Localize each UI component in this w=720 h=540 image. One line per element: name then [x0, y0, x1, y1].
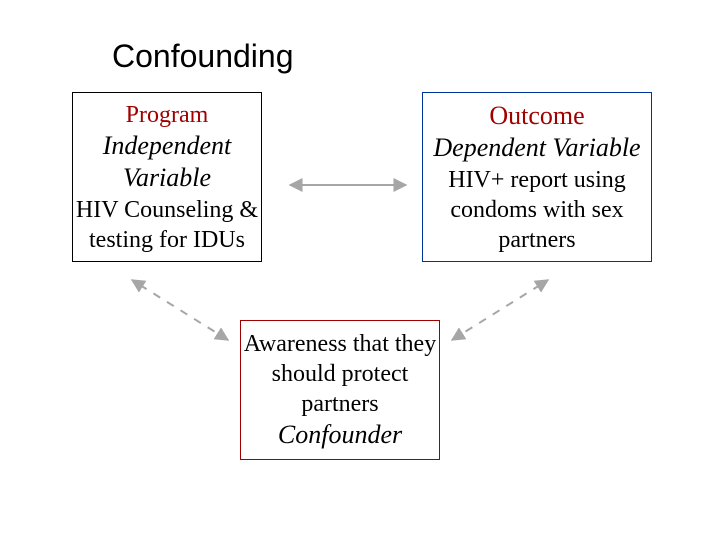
program-box: Program Independent Variable HIV Counsel…: [72, 92, 262, 262]
outcome-body: HIV+ report using condoms with sex partn…: [423, 165, 651, 255]
diagram-stage: { "diagram": { "type": "flowchart", "bac…: [0, 0, 720, 540]
arrow-left-dashed: [132, 280, 228, 340]
program-heading: Program: [126, 100, 209, 130]
program-subheading: Independent Variable: [73, 130, 261, 195]
outcome-box: Outcome Dependent Variable HIV+ report u…: [422, 92, 652, 262]
confounder-label: Confounder: [278, 419, 402, 452]
program-body: HIV Counseling & testing for IDUs: [73, 195, 261, 255]
confounder-body: Awareness that they should protect partn…: [241, 329, 439, 419]
outcome-heading: Outcome: [489, 100, 584, 133]
outcome-subheading: Dependent Variable: [433, 132, 640, 165]
confounder-box: Awareness that they should protect partn…: [240, 320, 440, 460]
arrow-right-dashed: [452, 280, 548, 340]
slide-title: Confounding: [112, 38, 293, 75]
